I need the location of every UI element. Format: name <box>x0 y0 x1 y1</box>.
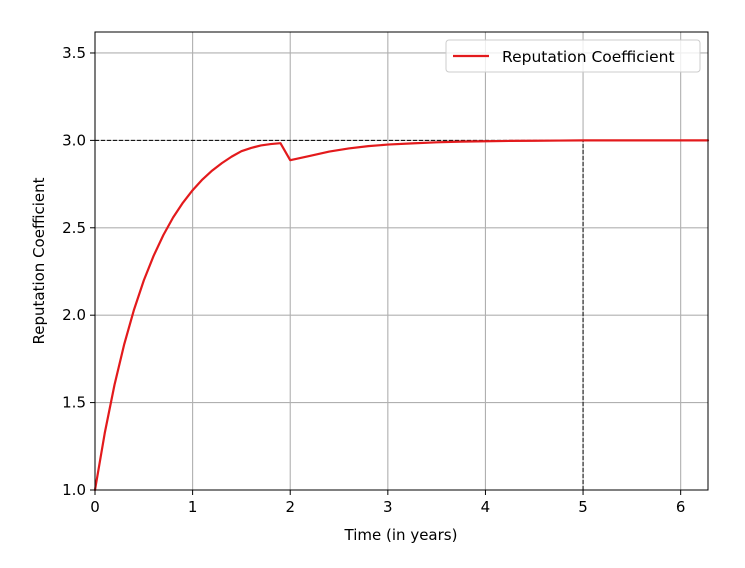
y-tick-label: 3.5 <box>62 44 86 62</box>
x-tick-label: 5 <box>578 498 588 516</box>
legend: Reputation Coefficient <box>445 39 701 73</box>
plot-frame <box>94 31 709 491</box>
x-tick-label: 3 <box>383 498 393 516</box>
y-axis-label: Reputation Coefficient <box>30 177 48 344</box>
y-tick-label: 2.0 <box>62 306 86 324</box>
series-line-reputation-coefficient <box>93 139 710 492</box>
x-tick-label: 0 <box>90 498 100 516</box>
x-tick-label: 2 <box>285 498 295 516</box>
x-axis-label: Time (in years) <box>344 526 458 544</box>
legend-entry-reputation-coefficient: Reputation Coefficient <box>502 48 675 66</box>
ticks: 0 1 2 3 4 5 6 1.0 1.5 2.0 2.5 3.0 3.5 <box>62 44 685 516</box>
y-tick-label: 2.5 <box>62 219 86 237</box>
x-tick-label: 6 <box>676 498 686 516</box>
x-tick-label: 1 <box>188 498 198 516</box>
y-tick-label: 1.5 <box>62 394 86 412</box>
y-tick-label: 3.0 <box>62 131 86 149</box>
series-layer <box>93 139 710 492</box>
x-tick-label: 4 <box>481 498 491 516</box>
legend-box <box>445 39 701 73</box>
y-tick-label: 1.0 <box>62 481 86 499</box>
